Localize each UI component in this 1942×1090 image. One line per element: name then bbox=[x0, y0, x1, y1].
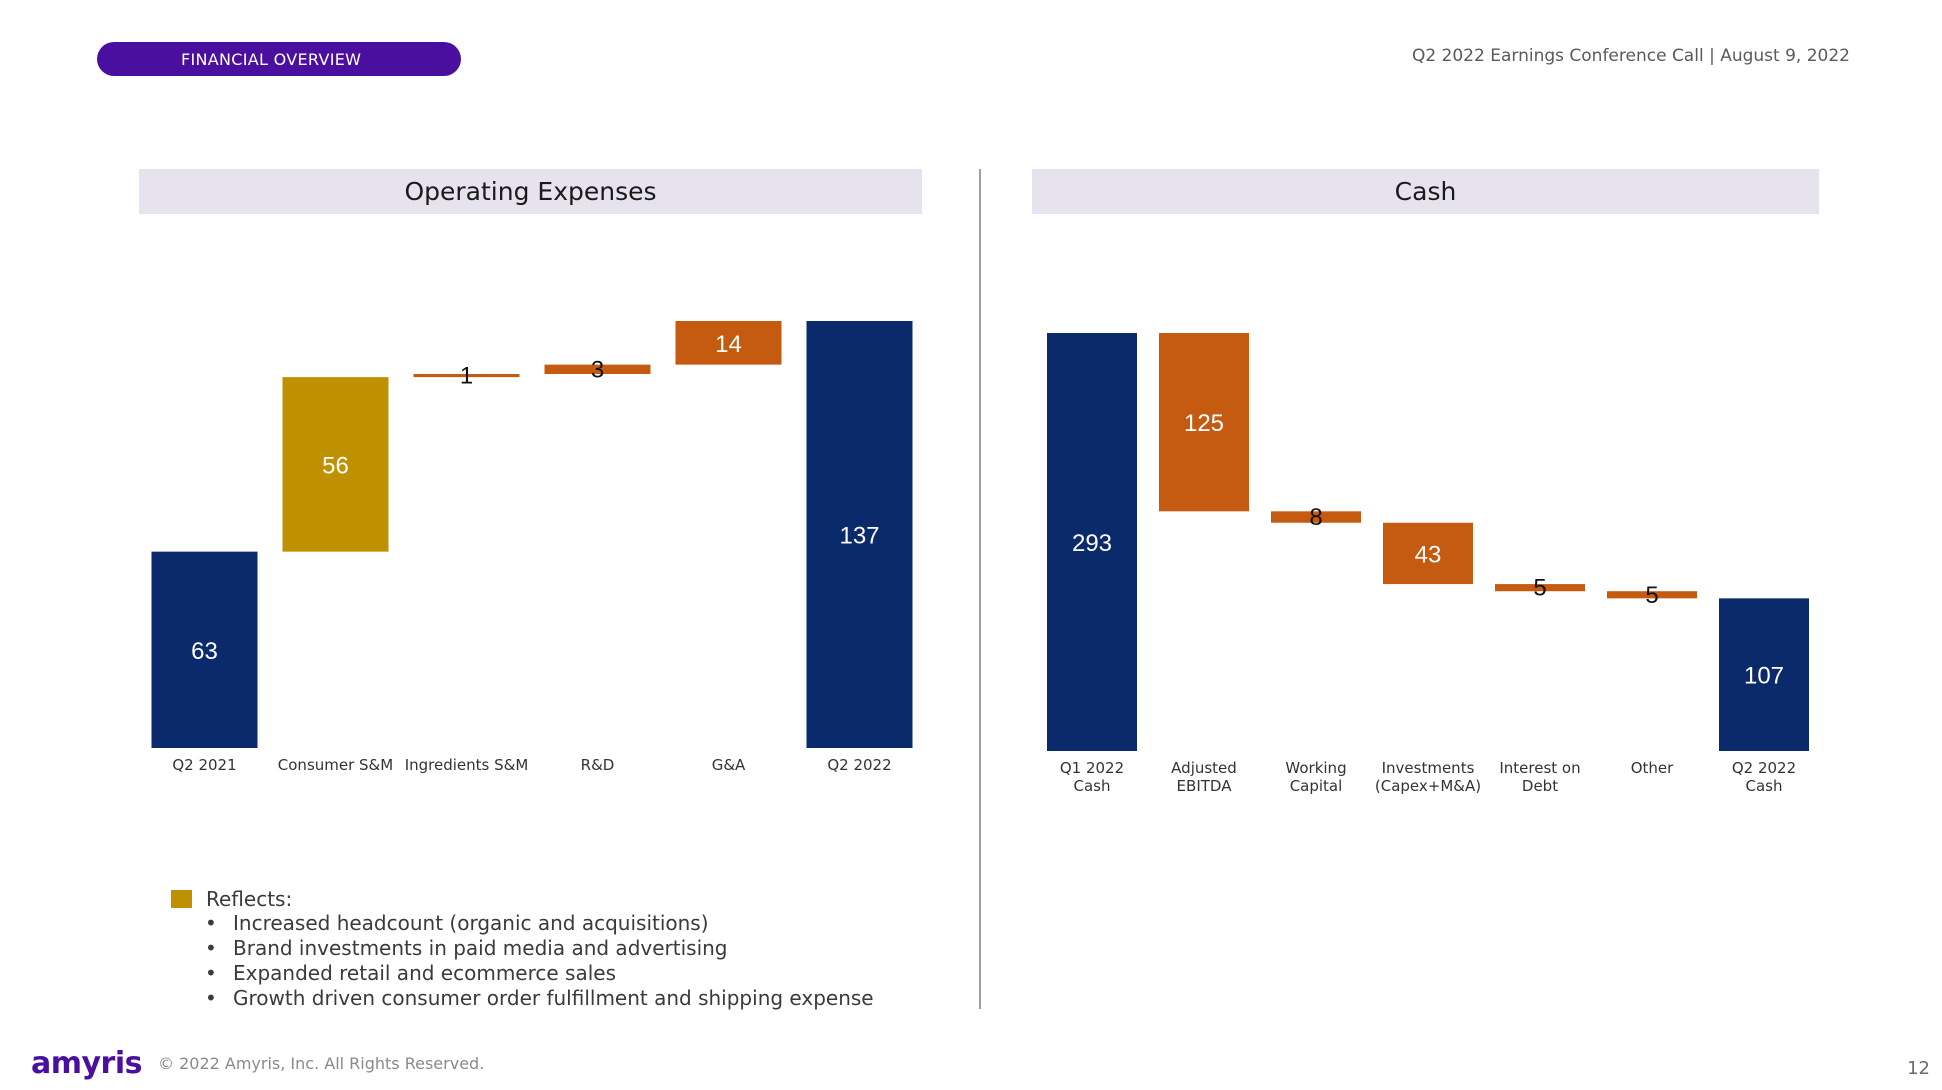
data-label-adjusted-ebitda: 125 bbox=[1184, 410, 1224, 437]
cash-panel-title: Cash bbox=[1032, 169, 1819, 214]
bar-consumer-s-m bbox=[282, 377, 389, 552]
tick-label-g-a: G&A bbox=[712, 756, 746, 774]
list-item: • Expanded retail and ecommerce sales bbox=[205, 961, 616, 985]
notes-list: • Increased headcount (organic and acquis… bbox=[171, 911, 874, 1011]
tick-label-q1-2022-cash: Q1 2022 Cash bbox=[1060, 759, 1124, 795]
list-item: • Brand investments in paid media and adv… bbox=[205, 936, 728, 960]
bar-q2-2021 bbox=[151, 551, 258, 748]
bar-q2-2022 bbox=[806, 321, 913, 748]
tick-label-adjusted-ebitda: Adjusted EBITDA bbox=[1171, 759, 1237, 795]
tick-label-other: Other bbox=[1631, 759, 1674, 777]
tick-label-working-capital: Working Capital bbox=[1285, 759, 1346, 795]
copyright-text: © 2022 Amyris, Inc. All Rights Reserved. bbox=[158, 1054, 485, 1073]
event-subtitle: Q2 2022 Earnings Conference Call | Augus… bbox=[1411, 46, 1850, 66]
bar-other bbox=[1607, 591, 1697, 599]
tick-label-ingredients-s-m: Ingredients S&M bbox=[405, 756, 529, 774]
list-item: • Growth driven consumer order fulfillmen… bbox=[205, 986, 874, 1010]
opex-title: Operating Expenses bbox=[404, 177, 657, 206]
bar-working-capital bbox=[1271, 511, 1361, 523]
data-label-other: 5 bbox=[1645, 582, 1658, 609]
tick-label-consumer-s-m: Consumer S&M bbox=[278, 756, 393, 774]
opex-panel-title: Operating Expenses bbox=[139, 169, 922, 214]
bar-r-d bbox=[544, 364, 651, 374]
bar-g-a bbox=[675, 321, 782, 365]
page-number: 12 bbox=[1907, 1058, 1930, 1079]
tick-label-interest-on-debt: Interest on Debt bbox=[1499, 759, 1580, 795]
bar-q2-2022-cash bbox=[1719, 598, 1809, 751]
data-label-q2-2021: 63 bbox=[191, 638, 218, 665]
data-label-ingredients-s-m: 1 bbox=[460, 363, 473, 390]
section-badge: FINANCIAL OVERVIEW bbox=[97, 42, 461, 76]
list-item: • Increased headcount (organic and acquis… bbox=[205, 911, 709, 935]
data-label-r-d: 3 bbox=[591, 356, 604, 383]
tick-label-q2-2022-cash: Q2 2022 Cash bbox=[1732, 759, 1796, 795]
tick-label-r-d: R&D bbox=[581, 756, 615, 774]
data-label-working-capital: 8 bbox=[1309, 504, 1322, 531]
tick-label-investments-capex-m-a: Investments (Capex+M&A) bbox=[1375, 759, 1481, 795]
bar-ingredients-s-m bbox=[413, 373, 520, 378]
bar-interest-on-debt bbox=[1495, 584, 1585, 592]
section-label: FINANCIAL OVERVIEW bbox=[181, 49, 362, 69]
notes-legend: Reflects: • Increased headcount (organic … bbox=[171, 886, 874, 1011]
tick-label-q2-2022: Q2 2022 bbox=[827, 756, 891, 774]
data-label-q2-2022: 137 bbox=[839, 523, 879, 550]
data-label-consumer-s-m: 56 bbox=[322, 452, 349, 479]
panel-divider bbox=[979, 169, 981, 1009]
cash-title: Cash bbox=[1394, 177, 1457, 206]
data-label-q1-2022-cash: 293 bbox=[1072, 530, 1112, 557]
data-label-investments-capex-m-a: 43 bbox=[1415, 541, 1442, 568]
amyris-logo: amyris bbox=[31, 1046, 143, 1081]
tick-label-q2-2021: Q2 2021 bbox=[172, 756, 236, 774]
bar-investments-capex-m-a bbox=[1383, 522, 1473, 585]
bar-q1-2022-cash bbox=[1047, 333, 1137, 751]
data-label-interest-on-debt: 5 bbox=[1533, 575, 1546, 602]
legend-head-text: Reflects: bbox=[206, 886, 293, 911]
legend-swatch bbox=[171, 889, 192, 908]
data-label-g-a: 14 bbox=[715, 331, 742, 358]
bar-adjusted-ebitda bbox=[1159, 333, 1249, 512]
data-label-q2-2022-cash: 107 bbox=[1744, 663, 1784, 690]
